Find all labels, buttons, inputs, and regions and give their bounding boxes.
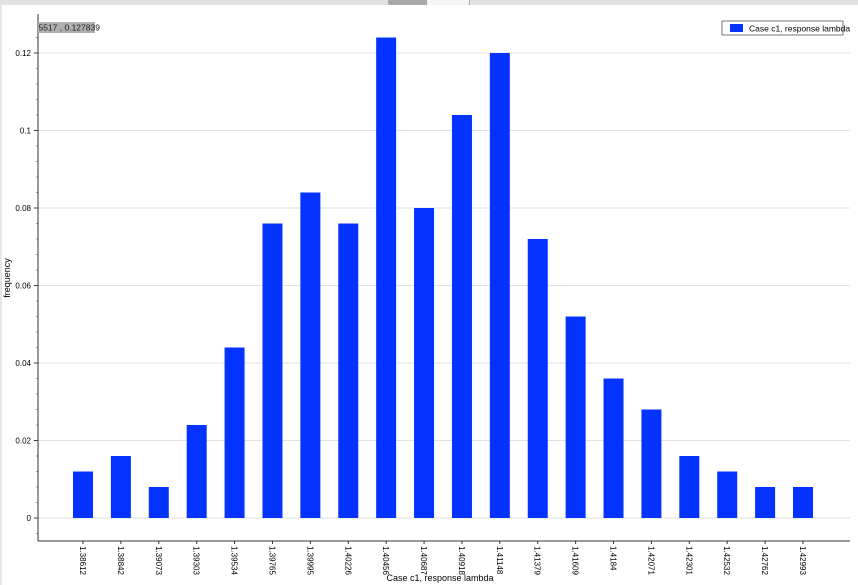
- bar[interactable]: [300, 192, 321, 519]
- x-tick-label: 1.40456: [381, 546, 390, 575]
- x-tick-label: 1.42532: [722, 546, 731, 575]
- tooltip-text: 5517 , 0.127839: [39, 23, 101, 33]
- x-tick-label: 1.42762: [760, 546, 769, 575]
- bar[interactable]: [110, 456, 131, 518]
- x-tick-label: 1.39303: [192, 546, 201, 575]
- segment-active[interactable]: [389, 0, 427, 5]
- x-tick-label: 1.42071: [646, 546, 655, 575]
- x-tick-label: 1.39765: [267, 546, 276, 575]
- x-tick-label: 1.41609: [571, 546, 580, 575]
- bar[interactable]: [641, 409, 662, 519]
- legend-swatch: [730, 24, 743, 32]
- bar[interactable]: [565, 316, 586, 519]
- bar[interactable]: [73, 471, 93, 519]
- x-tick-label: 1.39534: [230, 546, 239, 575]
- x-tick-label: 1.38612: [78, 546, 87, 575]
- bar[interactable]: [262, 223, 283, 519]
- x-tick-label: 1.39995: [305, 546, 314, 575]
- bar[interactable]: [717, 471, 738, 519]
- y-tick-label: 0.08: [15, 204, 31, 213]
- bar[interactable]: [186, 425, 207, 518]
- bar[interactable]: [603, 378, 624, 519]
- y-tick-label: 0.02: [15, 437, 31, 446]
- bar[interactable]: [376, 37, 397, 519]
- x-tick-label: 1.41379: [533, 546, 542, 575]
- bar[interactable]: [527, 239, 548, 518]
- x-tick-label: 1.39073: [154, 546, 163, 575]
- x-tick-label: 1.41148: [495, 546, 504, 575]
- y-tick-label: 0.04: [15, 359, 31, 368]
- coordinate-tooltip: 5517 , 0.127839: [38, 22, 100, 33]
- bar[interactable]: [755, 487, 776, 518]
- y-axis-label: frequency: [2, 258, 12, 298]
- x-tick-label: 1.38842: [116, 546, 125, 575]
- x-tick-label: 1.40687: [419, 546, 428, 575]
- x-axis-label: Case c1, response lambda: [386, 573, 493, 583]
- y-tick-label: 0.12: [15, 49, 31, 58]
- legend-label: Case c1, response lambda: [749, 24, 850, 34]
- bar[interactable]: [148, 487, 169, 518]
- y-tick-label: 0: [27, 514, 32, 523]
- bar[interactable]: [489, 53, 510, 518]
- x-tick-label: 1.40226: [343, 546, 352, 575]
- x-tick-label: 1.4184: [609, 546, 618, 571]
- y-tick-label: 0.06: [15, 282, 31, 291]
- bar[interactable]: [679, 456, 700, 518]
- bar[interactable]: [793, 487, 813, 518]
- bar[interactable]: [414, 208, 435, 518]
- legend: Case c1, response lambda: [721, 20, 850, 36]
- x-tick-label: 1.42993: [798, 546, 807, 575]
- x-tick-label: 1.40918: [457, 546, 466, 575]
- bar[interactable]: [338, 223, 359, 519]
- bar[interactable]: [451, 115, 472, 518]
- x-tick-label: 1.42301: [684, 546, 693, 575]
- y-tick-label: 0.1: [20, 127, 32, 136]
- bar[interactable]: [224, 347, 245, 519]
